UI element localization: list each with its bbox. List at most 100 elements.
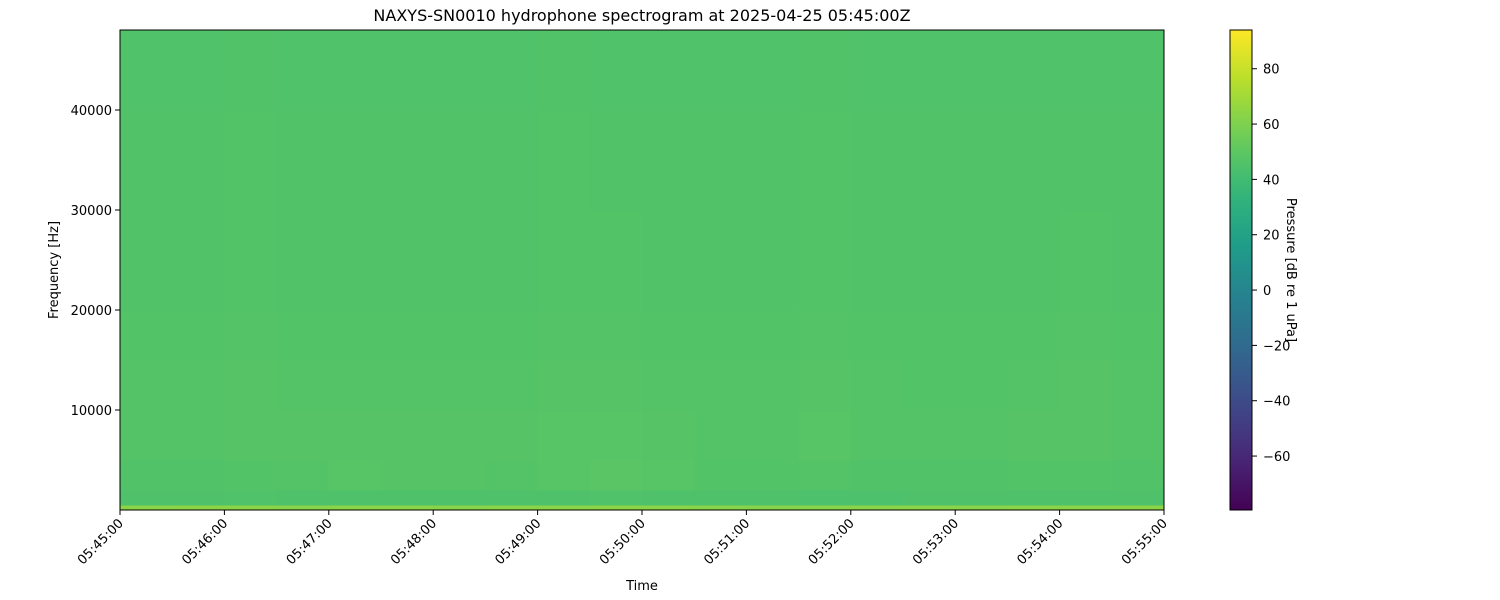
heatmap-cell xyxy=(1007,110,1061,211)
heatmap-cell xyxy=(850,460,904,491)
heatmap-cell xyxy=(485,410,539,461)
heatmap-cell xyxy=(433,410,486,461)
heatmap-cell xyxy=(120,410,173,461)
heatmap-cell xyxy=(1111,310,1165,361)
heatmap-cell xyxy=(381,210,434,311)
heatmap-cell xyxy=(485,110,539,211)
heatmap-cell xyxy=(955,30,1008,111)
heatmap-cell xyxy=(1007,210,1061,311)
heatmap-cell xyxy=(955,410,1008,461)
x-axis-label: Time xyxy=(625,579,658,594)
heatmap-cell xyxy=(589,310,643,361)
x-tick-label: 05:51:00 xyxy=(701,516,753,568)
colorbar-tick-label: 60 xyxy=(1263,118,1280,133)
heatmap-cell xyxy=(955,360,1008,411)
heatmap-cell xyxy=(224,410,278,461)
heatmap-cell xyxy=(746,30,800,111)
colorbar-label: Pressure [dB re 1 uPa] xyxy=(1283,198,1298,342)
heatmap-cell xyxy=(433,210,486,311)
heatmap-cell xyxy=(642,505,695,511)
heatmap-cell xyxy=(485,490,539,506)
heatmap-cell xyxy=(903,30,956,111)
heatmap-cell xyxy=(1007,360,1061,411)
heatmap-cell xyxy=(172,360,225,411)
heatmap-cell xyxy=(694,360,747,411)
heatmap-cell xyxy=(381,505,434,511)
heatmap-cell xyxy=(328,410,382,461)
heatmap-cell xyxy=(850,490,904,506)
heatmap-cell xyxy=(537,310,591,361)
colorbar-tick-label: 40 xyxy=(1263,173,1280,188)
heatmap-cell xyxy=(798,410,852,461)
heatmap-cell xyxy=(589,360,643,411)
x-tick-label: 05:54:00 xyxy=(1015,516,1067,568)
heatmap-cell xyxy=(224,490,278,506)
x-tick-label: 05:55:00 xyxy=(1119,516,1171,568)
heatmap-cell xyxy=(433,360,486,411)
colorbar-ticks: −60 −40 −20 0 20 40 60 80 xyxy=(1252,63,1290,465)
colorbar-tick-label: −20 xyxy=(1263,339,1290,354)
y-tick-label: 30000 xyxy=(71,204,112,219)
heatmap-cell xyxy=(694,210,747,311)
heatmap-cell xyxy=(433,490,486,506)
heatmap-cell xyxy=(1007,490,1061,506)
x-axis-ticks: 05:45:00 05:46:00 05:47:00 05:48:00 05:49:00… xyxy=(75,510,1171,568)
heatmap-cell xyxy=(1111,210,1165,311)
heatmap-cell xyxy=(120,310,173,361)
heatmap-cell xyxy=(224,110,278,211)
heatmap-cell xyxy=(485,505,539,511)
x-tick-label: 05:45:00 xyxy=(75,516,127,568)
heatmap-cell xyxy=(485,460,539,491)
heatmap-cell xyxy=(589,410,643,461)
heatmap-cell xyxy=(433,460,486,491)
heatmap-cell xyxy=(1007,410,1061,461)
heatmap-cell xyxy=(850,30,904,111)
x-tick-label: 05:53:00 xyxy=(910,516,962,568)
y-axis-ticks: 10000 20000 30000 40000 xyxy=(71,104,120,419)
heatmap-cell xyxy=(485,210,539,311)
heatmap-cell xyxy=(485,360,539,411)
heatmap-cell xyxy=(589,490,643,506)
heatmap-cell xyxy=(746,505,800,511)
colorbar-tick-label: −60 xyxy=(1263,450,1290,465)
heatmap-cell xyxy=(955,505,1008,511)
heatmap-cell xyxy=(381,490,434,506)
heatmap-cell xyxy=(1059,505,1113,511)
heatmap-cell xyxy=(1059,210,1113,311)
heatmap-cell xyxy=(589,30,643,111)
heatmap-cell xyxy=(1059,110,1113,211)
colorbar-tick-label: 0 xyxy=(1263,284,1271,299)
heatmap-cell xyxy=(537,410,591,461)
heatmap-cell xyxy=(746,110,800,211)
heatmap-cell xyxy=(224,30,278,111)
heatmap-cell xyxy=(642,360,695,411)
heatmap-cell xyxy=(903,410,956,461)
heatmap-cell xyxy=(276,410,330,461)
heatmap-cell xyxy=(172,460,225,491)
heatmap-cell xyxy=(276,30,330,111)
heatmap-cell xyxy=(955,110,1008,211)
heatmap-cell xyxy=(1111,360,1165,411)
heatmap-cell xyxy=(694,410,747,461)
heatmap-cell xyxy=(381,310,434,361)
colorbar-tick-label: 20 xyxy=(1263,229,1280,244)
heatmap-cell xyxy=(1111,460,1165,491)
heatmap-cell xyxy=(1007,460,1061,491)
heatmap-cell xyxy=(1059,310,1113,361)
heatmap-cell xyxy=(1059,460,1113,491)
heatmap-cell xyxy=(537,210,591,311)
heatmap-cell xyxy=(120,460,173,491)
heatmap-cell xyxy=(537,505,591,511)
heatmap-cell xyxy=(537,460,591,491)
heatmap-cell xyxy=(903,360,956,411)
heatmap-cell xyxy=(589,110,643,211)
heatmap-cell xyxy=(589,210,643,311)
heatmap-cell xyxy=(485,30,539,111)
heatmap-cell xyxy=(1007,505,1061,511)
heatmap-cell xyxy=(276,360,330,411)
heatmap-cell xyxy=(224,360,278,411)
heatmap-cell xyxy=(850,110,904,211)
heatmap-cell xyxy=(694,490,747,506)
heatmap-cell xyxy=(903,310,956,361)
heatmap-cell xyxy=(642,110,695,211)
